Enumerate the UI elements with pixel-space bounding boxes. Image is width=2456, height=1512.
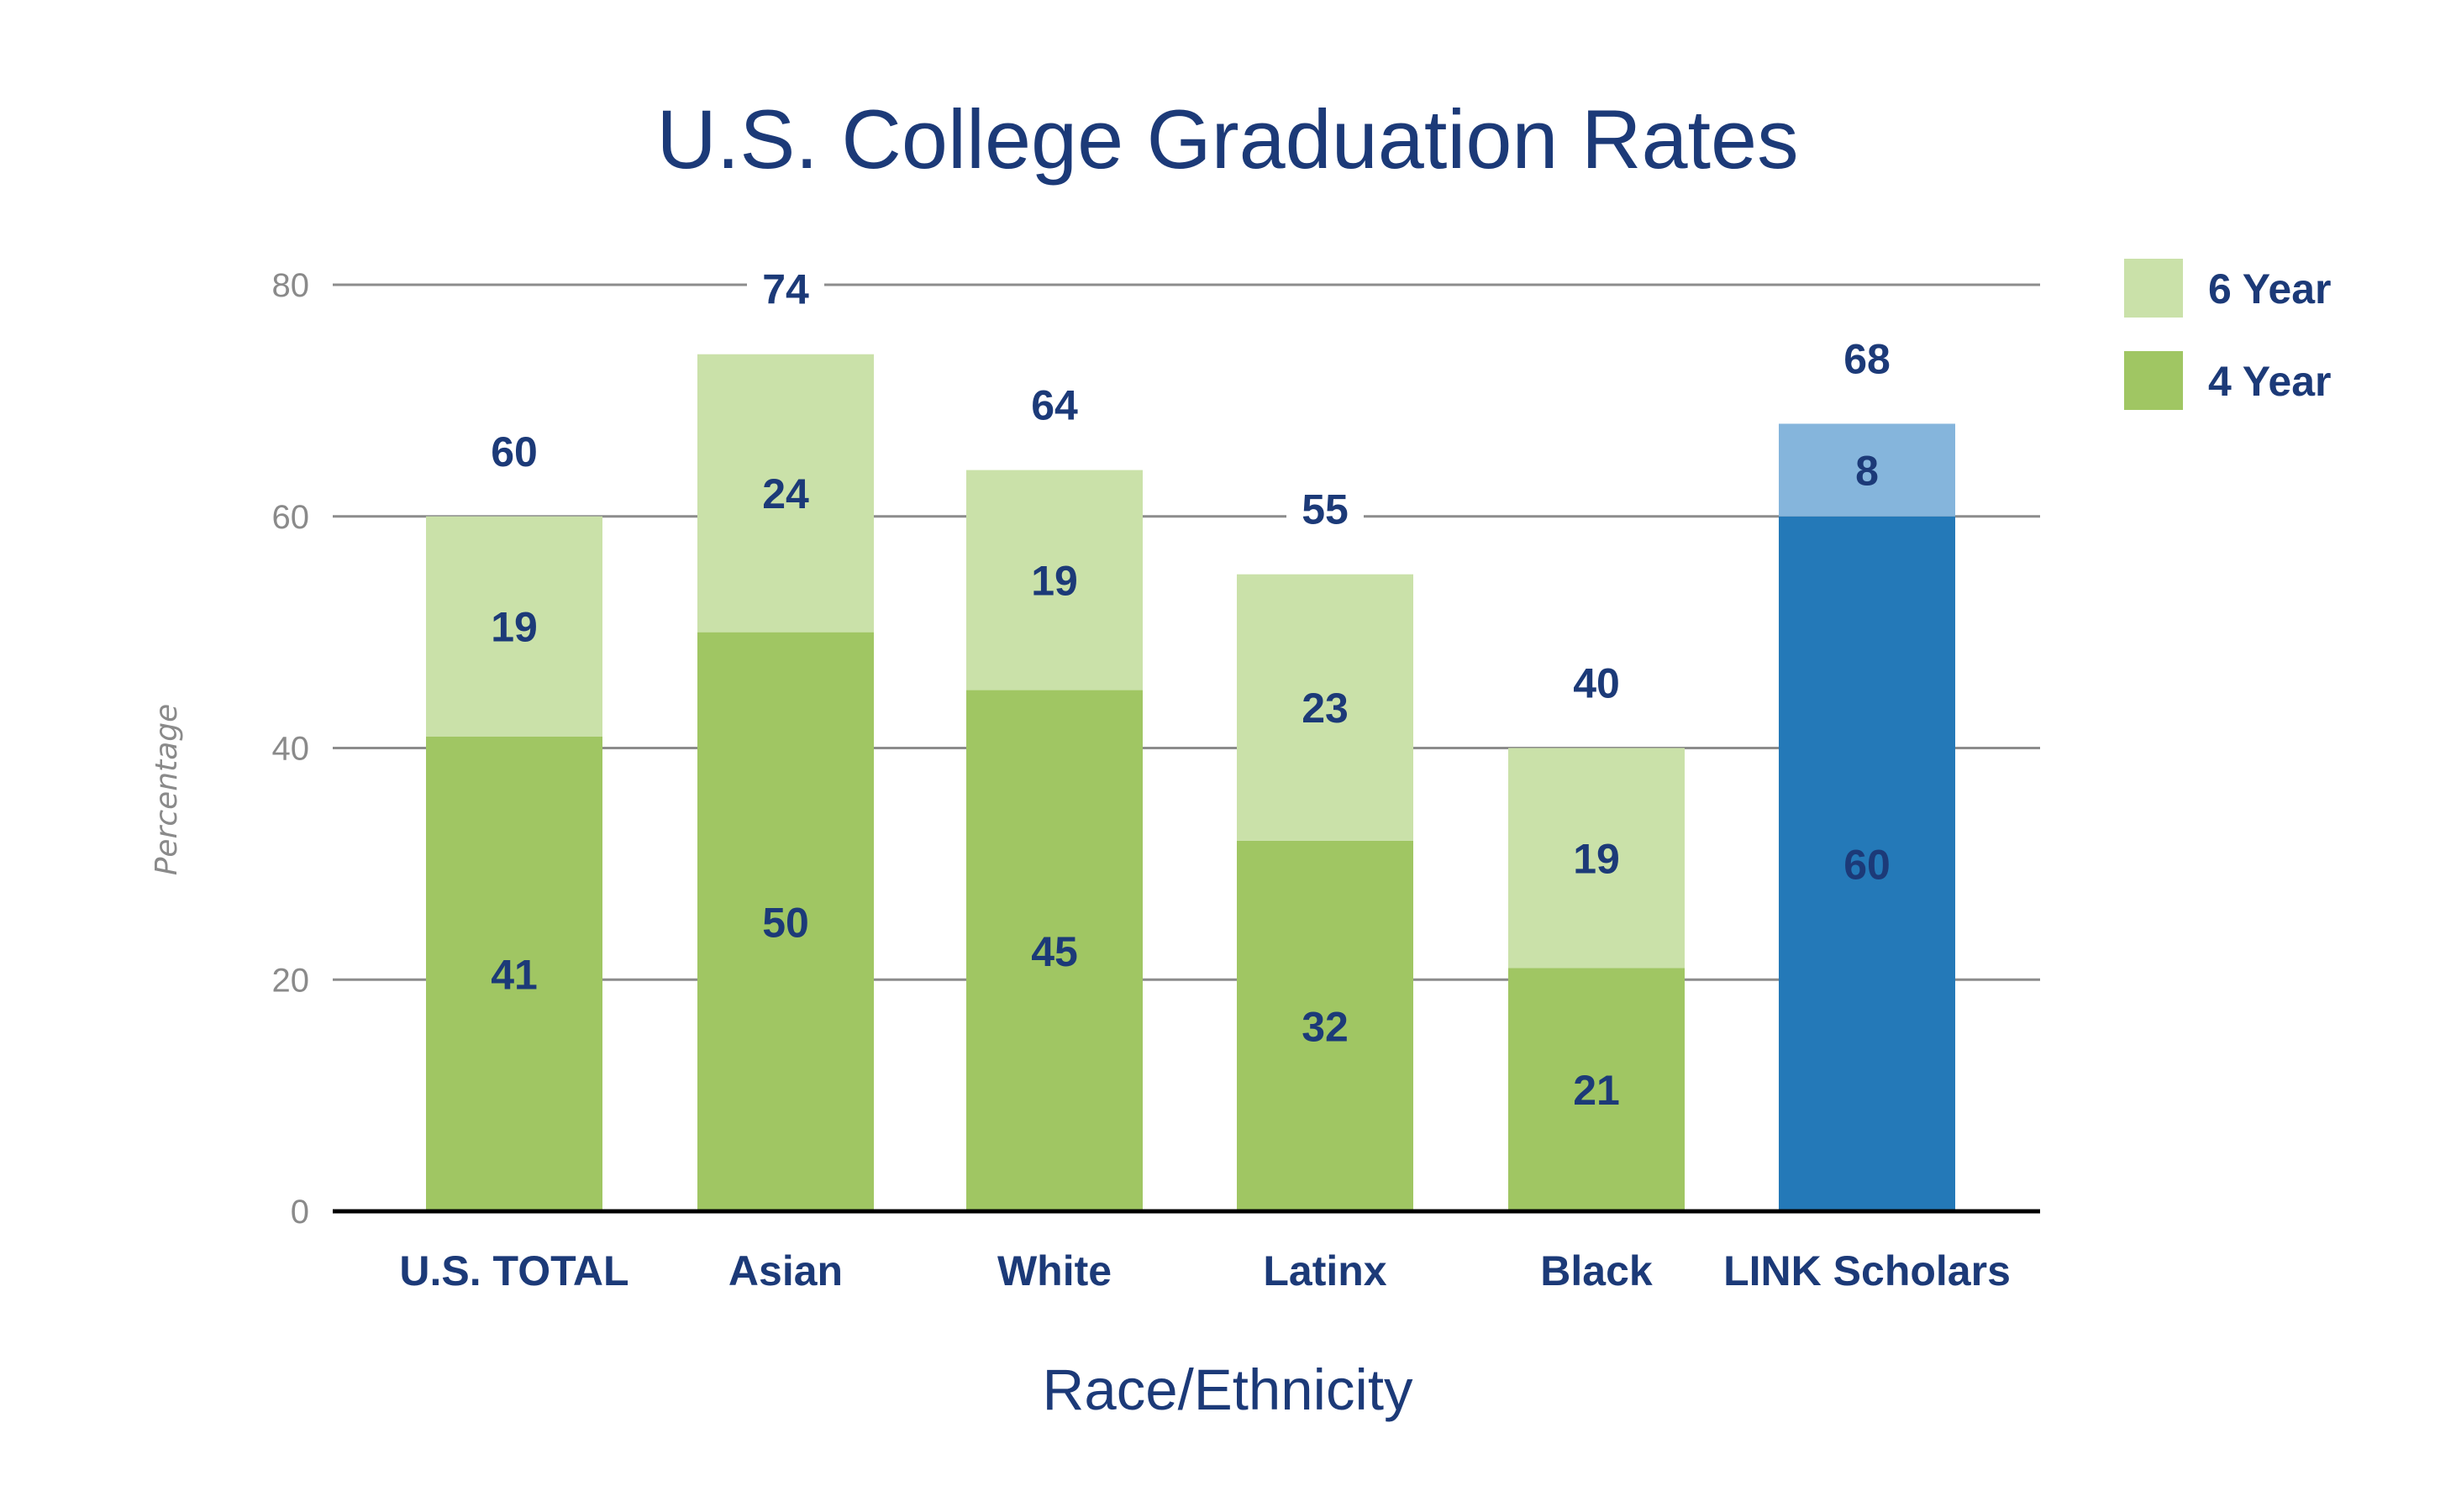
data-label-6-year: 19: [1031, 558, 1078, 605]
bar-4-year: [426, 736, 602, 1211]
bar-6-year: [426, 516, 602, 737]
data-label-4-year: 32: [1302, 1003, 1349, 1050]
bar-6-year: [1779, 423, 1955, 517]
bar-4-year: [1237, 840, 1413, 1211]
gridlines: [333, 283, 2040, 981]
label-knockout: [1286, 491, 1364, 542]
legend-swatch: [2124, 351, 2183, 410]
x-tick-label: White: [997, 1247, 1112, 1294]
data-label-total: 55: [1302, 486, 1349, 533]
y-axis-ticks: 0 20 40 60 80: [272, 267, 310, 1231]
x-tick-label: Latinx: [1263, 1247, 1386, 1294]
x-tick-label: LINK Scholars: [1723, 1247, 2011, 1294]
data-label-6-year: 19: [1573, 835, 1620, 882]
label-knockout: [747, 260, 824, 310]
data-label-total: 74: [762, 266, 809, 313]
x-axis-label: Race/Ethnicity: [1042, 1357, 1413, 1422]
legend: 6 Year 4 Year: [2124, 259, 2331, 410]
bar-6-year: [1237, 574, 1413, 841]
bar-4-year: [1779, 516, 1955, 1211]
data-label-6-year: 19: [491, 604, 538, 651]
bar-4-year: [697, 632, 874, 1211]
data-label-6-year: 24: [762, 470, 809, 517]
y-tick-label: 40: [272, 731, 310, 768]
chart-title: U.S. College Graduation Rates: [656, 92, 1798, 186]
data-label-4-year: 41: [491, 951, 538, 998]
data-label-6-year: 23: [1302, 685, 1349, 732]
data-label-total: 60: [491, 428, 538, 475]
data-label-4-year: 21: [1573, 1067, 1620, 1114]
data-label-total: 68: [1843, 335, 1891, 382]
bar-6-year: [697, 354, 874, 633]
bar-6-year: [1508, 748, 1685, 969]
x-tick-label: Black: [1540, 1247, 1653, 1294]
bar-4-year: [1508, 968, 1685, 1211]
x-axis-ticks: U.S. TOTAL Asian White Latinx Black LINK Scho…: [399, 1247, 2010, 1294]
data-label-total: 40: [1573, 660, 1620, 707]
data-label-4-year: 60: [1843, 841, 1891, 888]
legend-label: 4 Year: [2208, 358, 2331, 405]
data-label-4-year: 50: [762, 899, 809, 946]
y-axis-label: Percentage: [150, 704, 184, 876]
y-tick-label: 60: [272, 499, 310, 536]
x-tick-label: Asian: [728, 1247, 843, 1294]
bar-4-year: [966, 690, 1143, 1211]
data-label-total: 64: [1031, 382, 1078, 429]
y-tick-label: 0: [291, 1194, 309, 1231]
y-tick-label: 20: [272, 962, 310, 999]
y-tick-label: 80: [272, 267, 310, 304]
legend-label: 6 Year: [2208, 265, 2331, 312]
bars: 41 19 60 50 24 74 45 19 64 32 23 55 21 19 40 60 8 68: [426, 260, 1955, 1211]
x-tick-label: U.S. TOTAL: [399, 1247, 628, 1294]
data-label-4-year: 45: [1031, 928, 1078, 975]
legend-swatch: [2124, 259, 2183, 318]
data-label-6-year: 8: [1855, 448, 1879, 495]
bar-6-year: [966, 470, 1143, 690]
